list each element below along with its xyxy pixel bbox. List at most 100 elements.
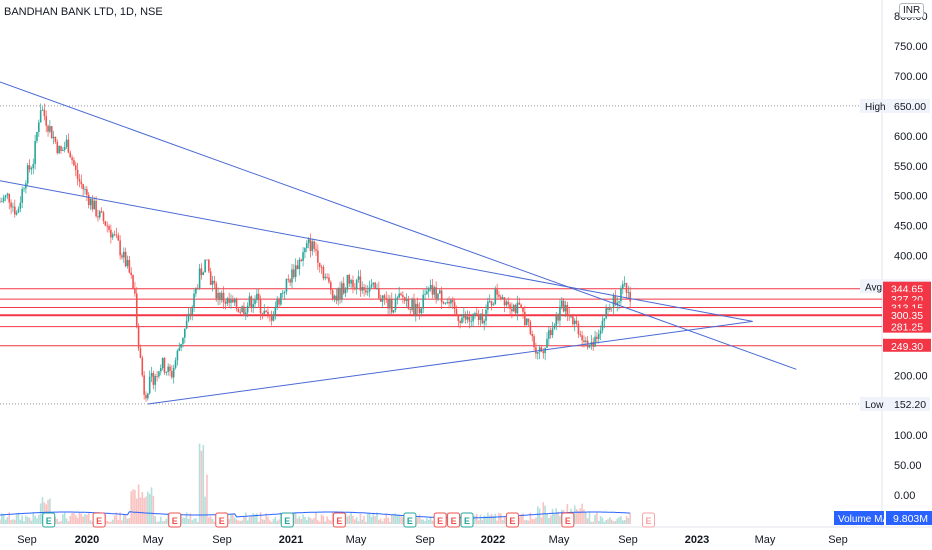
x-tick-label: 2023 bbox=[685, 534, 709, 546]
earnings-event-badge bbox=[403, 512, 417, 528]
x-tick-label: Sep bbox=[415, 534, 435, 546]
volume-bar bbox=[26, 517, 29, 524]
time-axis[interactable]: Sep 2020 May Sep 2021 May Sep 2022 May Sep 2023 May… bbox=[17, 534, 848, 546]
candle-body bbox=[158, 371, 160, 377]
x-tick-label: May bbox=[346, 534, 367, 546]
volume-bar bbox=[304, 516, 306, 524]
volume-bar bbox=[135, 498, 138, 524]
candle-body bbox=[195, 287, 197, 294]
candle-body bbox=[276, 298, 278, 308]
volume-bar bbox=[490, 513, 493, 524]
volume-bar bbox=[150, 487, 153, 524]
volume-bar bbox=[590, 521, 593, 524]
earnings-event-letter: E bbox=[509, 516, 515, 526]
volume-bar bbox=[623, 520, 626, 524]
candle-body bbox=[485, 309, 487, 321]
candle-body bbox=[124, 251, 127, 267]
volume-bar bbox=[244, 512, 247, 524]
volume-bar bbox=[535, 517, 537, 524]
candle-body bbox=[477, 314, 480, 321]
candle-body bbox=[511, 308, 513, 312]
volume-bar bbox=[257, 521, 260, 524]
volume-bar bbox=[265, 513, 267, 524]
candle-body bbox=[601, 320, 604, 331]
volume-bar bbox=[573, 505, 576, 524]
volume-bar bbox=[276, 520, 278, 524]
candle-body bbox=[355, 279, 358, 290]
volume-bar bbox=[80, 513, 83, 524]
candle-body bbox=[230, 299, 232, 303]
candle-body bbox=[557, 315, 559, 321]
volume-bar bbox=[503, 516, 506, 524]
volume-bar bbox=[575, 509, 578, 524]
candle-body bbox=[12, 206, 14, 208]
candle-body bbox=[36, 131, 38, 142]
volume-bar bbox=[38, 514, 40, 524]
volume-bar bbox=[113, 515, 116, 524]
volume-bar bbox=[302, 514, 304, 524]
candle-body bbox=[538, 347, 541, 353]
volume-bar bbox=[161, 521, 164, 524]
candle-body bbox=[21, 189, 23, 203]
trendline bbox=[0, 180, 753, 322]
candle-body bbox=[67, 139, 70, 153]
earnings-event-letter: E bbox=[407, 516, 413, 526]
candle-body bbox=[148, 376, 151, 394]
volume-bar bbox=[331, 512, 334, 524]
volume-bar bbox=[496, 520, 498, 524]
volume-bar bbox=[329, 520, 332, 524]
price-axis[interactable]: 900.00850.00800.00750.00700.00650.00600.… bbox=[894, 0, 928, 502]
volume-bar bbox=[117, 519, 120, 524]
volume-bar bbox=[348, 515, 351, 524]
candle-body bbox=[620, 288, 622, 302]
level-label-value: 249.30 bbox=[891, 341, 923, 353]
candle-body bbox=[435, 287, 437, 300]
volume-bar bbox=[487, 512, 489, 524]
candle-body bbox=[387, 299, 389, 309]
candle-body bbox=[592, 342, 595, 347]
volume-bar bbox=[143, 497, 145, 524]
candle-body bbox=[280, 293, 282, 305]
candle-body bbox=[451, 300, 454, 303]
candle-body bbox=[126, 259, 129, 267]
candle-body bbox=[78, 178, 81, 182]
volume-bar bbox=[78, 512, 81, 524]
candle-body bbox=[366, 291, 369, 293]
y-tick-label: 600.00 bbox=[894, 131, 928, 143]
volume-bar bbox=[62, 514, 64, 524]
candle-body bbox=[261, 313, 264, 314]
earnings-event-letter: E bbox=[336, 516, 342, 526]
volume-bar bbox=[555, 508, 558, 524]
volume-bar bbox=[494, 513, 497, 524]
y-tick-label: 450.00 bbox=[894, 221, 928, 233]
volume-bar bbox=[106, 520, 108, 524]
candle-body bbox=[621, 284, 624, 289]
candle-body bbox=[213, 280, 216, 284]
candle-body bbox=[176, 350, 179, 361]
volume-bar bbox=[616, 518, 619, 524]
candle-body bbox=[618, 301, 620, 303]
volume-bar bbox=[597, 520, 600, 524]
candle-body bbox=[577, 323, 580, 335]
candle-body bbox=[69, 152, 72, 158]
volume-bar bbox=[32, 512, 35, 524]
candle-body bbox=[440, 290, 443, 303]
volume-bar bbox=[546, 513, 548, 524]
volume-bar bbox=[317, 520, 319, 524]
volume-bar bbox=[390, 514, 393, 524]
volume-bar bbox=[132, 489, 134, 524]
candle-body bbox=[102, 212, 105, 222]
volume-bar bbox=[359, 513, 362, 524]
candle-body bbox=[272, 315, 275, 321]
candle-body bbox=[172, 367, 175, 378]
volume-bar bbox=[134, 490, 136, 524]
candle-body bbox=[219, 292, 221, 301]
trendlines[interactable] bbox=[0, 81, 797, 405]
candle-body bbox=[296, 265, 299, 270]
candle-body bbox=[161, 358, 164, 368]
candle-body bbox=[457, 315, 460, 321]
currency-badge[interactable]: INR bbox=[899, 3, 925, 18]
x-tick-label: 2021 bbox=[279, 534, 303, 546]
